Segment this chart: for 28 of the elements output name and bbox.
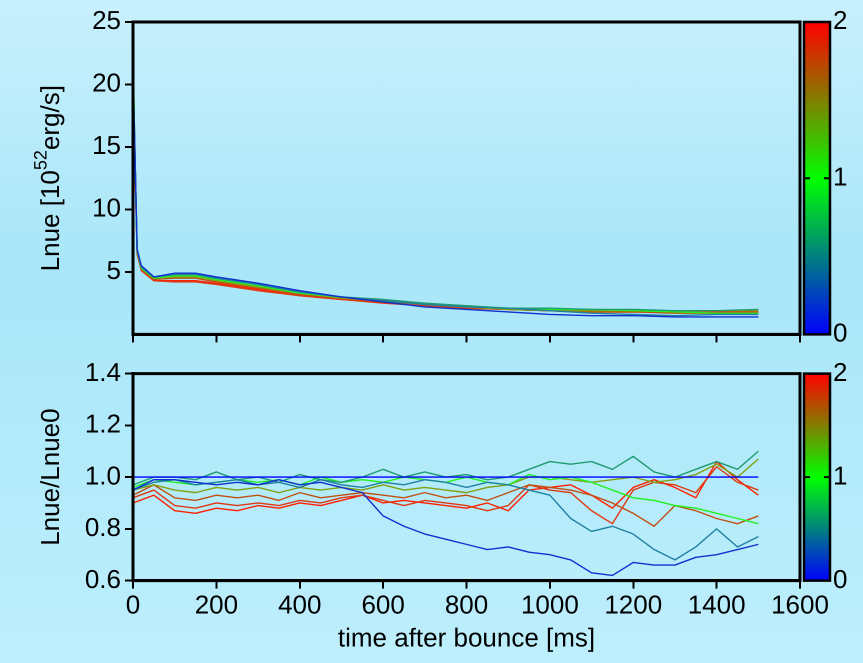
y-tick-label: 15 — [92, 130, 121, 160]
y-tick-label: 20 — [92, 68, 121, 98]
color-bar-label: 0 — [833, 564, 848, 594]
x-tick-label: 1200 — [604, 589, 662, 620]
x-tick-label: 0 — [126, 589, 140, 620]
color-bar-label: 0 — [833, 318, 848, 348]
color-bar-label: 1 — [833, 161, 848, 192]
x-axis-title: time after bounce [ms] — [338, 622, 596, 653]
y-tick-label: 0.6 — [84, 564, 121, 594]
x-tick-label: 1000 — [520, 589, 579, 620]
x-tick-label: 200 — [194, 589, 238, 620]
y-tick-label: 25 — [92, 5, 121, 36]
y-axis-title: Lnue [1052erg/s] — [30, 85, 66, 272]
y-tick-label: 10 — [92, 192, 121, 223]
color-bar-label: 2 — [833, 5, 848, 36]
y-axis-title: Lnue/Lnue0 — [35, 408, 66, 546]
y-tick-label: 0.8 — [84, 512, 121, 542]
x-tick-label: 1600 — [771, 589, 829, 620]
color-bar-label: 2 — [833, 356, 848, 387]
y-tick-label: 1.0 — [84, 460, 121, 490]
x-tick-label: 1400 — [688, 589, 746, 620]
y-tick-label: 1.2 — [84, 408, 121, 439]
x-tick-label: 600 — [361, 589, 405, 620]
x-tick-label: 400 — [278, 589, 322, 620]
color-bar-label: 1 — [833, 460, 848, 490]
x-tick-label: 800 — [444, 589, 488, 620]
y-tick-label: 1.4 — [84, 356, 121, 387]
y-tick-label: 5 — [106, 255, 121, 286]
